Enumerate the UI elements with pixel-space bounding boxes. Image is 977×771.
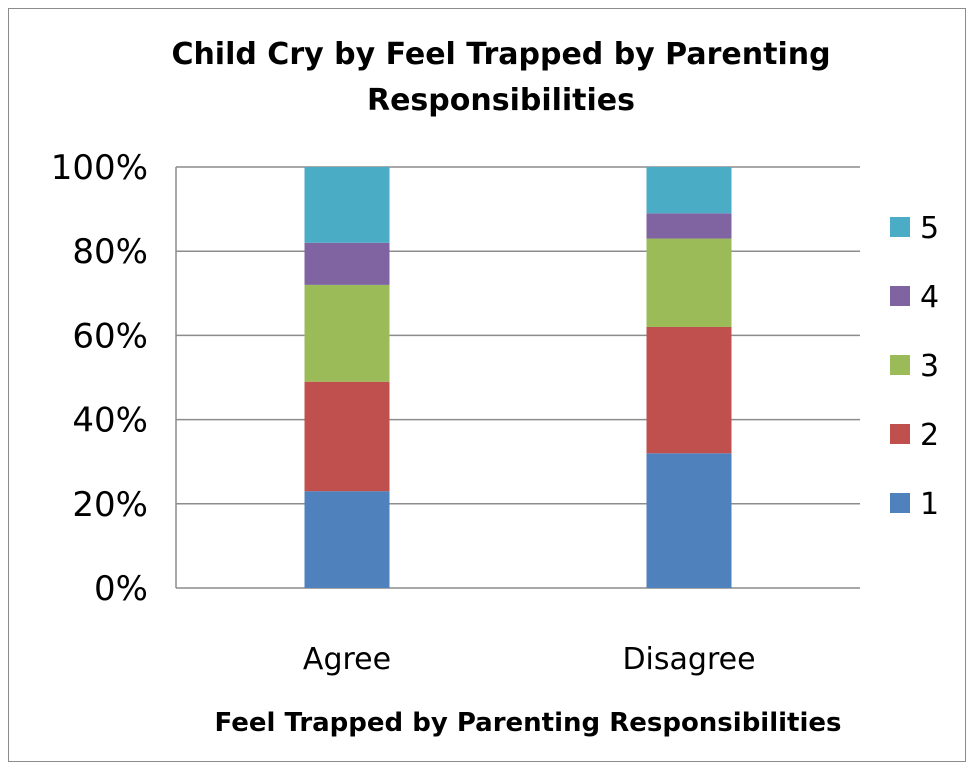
y-tick-label: 100%: [51, 148, 148, 188]
chart-frame: [8, 8, 966, 762]
bar-segment-agree-5: [304, 167, 390, 243]
chart-title-line-1: Child Cry by Feel Trapped by Parenting: [171, 37, 830, 72]
y-tick-label: 20%: [72, 485, 148, 525]
x-category-label: Agree: [303, 642, 391, 677]
legend-label-2: 2: [920, 418, 939, 453]
bar-segment-agree-4: [304, 242, 390, 285]
y-tick-label: 60%: [72, 316, 148, 356]
bar-segment-agree-3: [304, 284, 390, 382]
bar-segment-disagree-2: [646, 326, 732, 454]
chart-title-line-2: Responsibilities: [367, 83, 635, 118]
y-axis-ticks: 0% 20% 40% 60% 80% 100%: [51, 148, 148, 609]
y-tick-label: 40%: [72, 401, 148, 441]
bars: [304, 167, 732, 588]
x-axis-categories: Agree Disagree: [303, 642, 756, 677]
bar-segment-disagree-4: [646, 213, 732, 239]
chart-title: Child Cry by Feel Trapped by Parenting R…: [171, 37, 830, 118]
bar-segment-disagree-1: [646, 453, 732, 588]
legend-swatch-2: [890, 424, 910, 444]
gridlines: [175, 166, 860, 589]
bar-segment-disagree-5: [646, 167, 732, 214]
x-category-label: Disagree: [622, 642, 755, 677]
bar-segment-agree-1: [304, 491, 390, 588]
bar-segment-disagree-3: [646, 238, 732, 327]
legend-label-3: 3: [920, 349, 939, 384]
legend: 5 4 3 2 1: [890, 211, 939, 522]
legend-swatch-4: [890, 286, 910, 306]
legend-label-4: 4: [920, 280, 939, 315]
y-tick-label: 80%: [72, 232, 148, 272]
x-axis-title: Feel Trapped by Parenting Responsibiliti…: [215, 708, 842, 738]
legend-label-1: 1: [920, 487, 939, 522]
legend-label-5: 5: [920, 211, 939, 246]
legend-swatch-5: [890, 217, 910, 237]
bar-segment-agree-2: [304, 381, 390, 492]
y-tick-label: 0%: [94, 569, 148, 609]
legend-swatch-1: [890, 493, 910, 513]
legend-swatch-3: [890, 355, 910, 375]
